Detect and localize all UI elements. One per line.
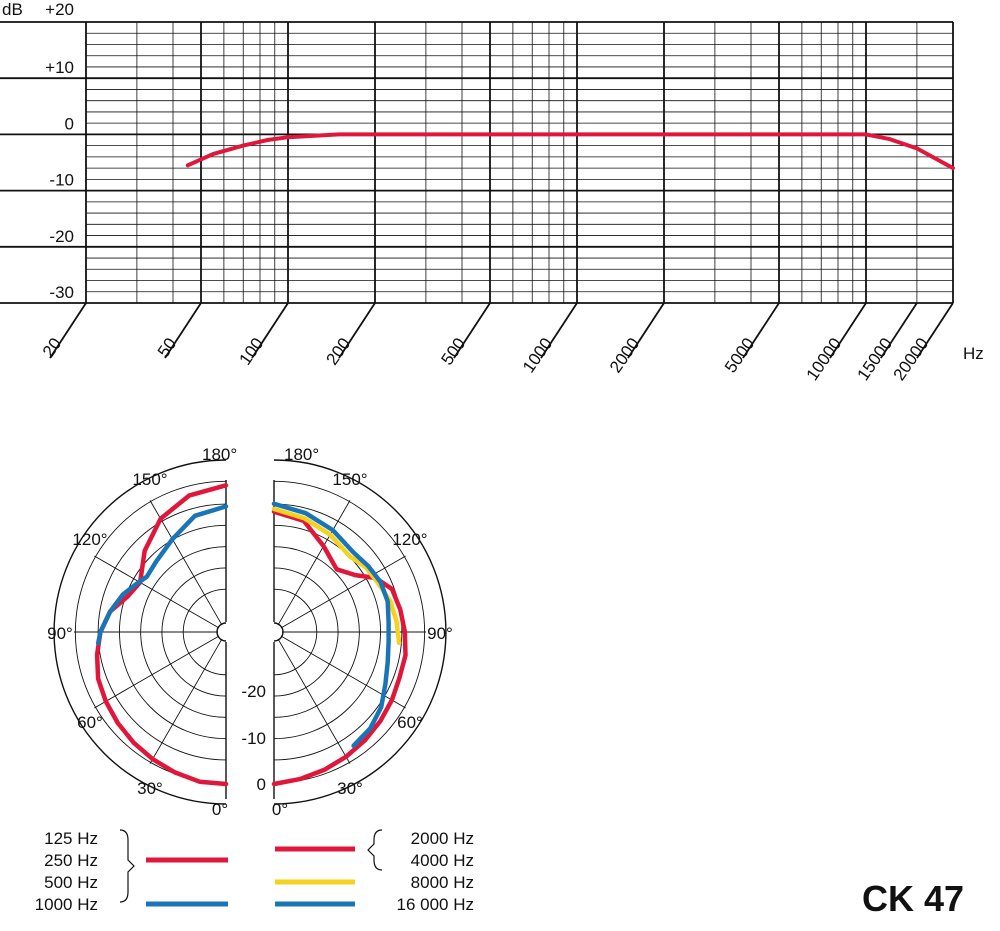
x-tick-label: 500 bbox=[437, 334, 469, 368]
polar-spoke bbox=[149, 638, 223, 764]
polar-curve bbox=[94, 483, 229, 787]
polar-ring bbox=[53, 459, 227, 805]
x-tick-mark bbox=[829, 302, 867, 359]
frequency-response-curve bbox=[185, 132, 955, 171]
x-tick-mark bbox=[880, 302, 918, 359]
y-tick-label: -30 bbox=[49, 283, 74, 302]
x-tick-label: 5000 bbox=[721, 334, 758, 376]
x-tick-mark bbox=[49, 302, 87, 359]
x-tick-label: 200 bbox=[322, 334, 354, 368]
angle-label-right: 120° bbox=[392, 530, 427, 549]
legend-label: 1000 Hz bbox=[35, 895, 98, 914]
angle-label-right: 180° bbox=[284, 445, 319, 464]
polar-spoke bbox=[277, 500, 351, 626]
x-tick-label: 10000 bbox=[803, 334, 846, 384]
x-tick-label: 15000 bbox=[853, 334, 896, 384]
angle-label-right: 90° bbox=[427, 624, 453, 643]
x-tick-label: 2000 bbox=[606, 334, 643, 376]
y-tick-label: -10 bbox=[49, 171, 74, 190]
legend-label: 500 Hz bbox=[44, 873, 98, 892]
x-tick-mark bbox=[540, 302, 578, 359]
angle-label-left: 180° bbox=[202, 445, 237, 464]
radial-label: 0 bbox=[257, 775, 266, 794]
x-tick-mark bbox=[916, 302, 954, 359]
product-model-label: CK 47 bbox=[861, 878, 964, 919]
x-tick-label: 1000 bbox=[519, 334, 556, 376]
polar-curve bbox=[95, 504, 229, 646]
legend-label: 8000 Hz bbox=[411, 873, 474, 892]
polar-spoke bbox=[94, 555, 220, 629]
angle-label-right: 60° bbox=[397, 713, 423, 732]
y-tick-label: -20 bbox=[49, 227, 74, 246]
polar-center bbox=[216, 622, 227, 642]
x-axis-label: Hz bbox=[963, 344, 984, 363]
polar-pattern-curves bbox=[94, 483, 408, 787]
legend-label: 250 Hz bbox=[44, 851, 98, 870]
x-tick-mark bbox=[453, 302, 491, 359]
x-tick-label: 20 bbox=[39, 334, 65, 360]
polar-center bbox=[273, 622, 284, 642]
polar-spoke bbox=[277, 638, 351, 764]
angle-label-right: 0° bbox=[272, 800, 288, 819]
polar-pattern-grid bbox=[53, 459, 447, 805]
angle-label-left: 90° bbox=[47, 624, 73, 643]
x-tick-mark bbox=[742, 302, 780, 359]
angle-label-left: 0° bbox=[212, 800, 228, 819]
polar-pattern-labels: 180° 150° 120° 90° 60° 30° 0° 180° 150° 120° 90° 60… bbox=[47, 445, 453, 819]
polar-curve bbox=[271, 509, 408, 787]
angle-label-left: 30° bbox=[137, 779, 163, 798]
x-tick-label: 20000 bbox=[890, 334, 933, 384]
polar-legend: 125 Hz 250 Hz 500 Hz 1000 Hz 2000 Hz 4000 Hz 8… bbox=[35, 829, 474, 914]
y-tick-label: +20 bbox=[45, 0, 74, 19]
x-tick-mark bbox=[338, 302, 376, 359]
y-tick-label: 0 bbox=[65, 114, 74, 133]
y-axis-label: dB bbox=[2, 0, 23, 19]
polar-ring bbox=[273, 459, 447, 805]
x-tick-mark bbox=[627, 302, 665, 359]
legend-brace bbox=[367, 829, 383, 871]
polar-spoke bbox=[94, 635, 220, 709]
radial-label: -10 bbox=[241, 729, 266, 748]
y-tick-label: +10 bbox=[45, 58, 74, 77]
legend-label: 125 Hz bbox=[44, 829, 98, 848]
legend-brace bbox=[119, 829, 135, 903]
response-curve bbox=[185, 132, 955, 171]
x-tick-label: 50 bbox=[154, 334, 180, 360]
polar-spoke bbox=[280, 555, 406, 629]
angle-label-left: 120° bbox=[72, 530, 107, 549]
frequency-response-labels: 20 50 100 200 500 1000 2000 5000 10000 1500020000… bbox=[2, 0, 984, 384]
x-tick-mark bbox=[251, 302, 289, 359]
x-tick-mark bbox=[164, 302, 202, 359]
angle-label-right: 150° bbox=[332, 470, 367, 489]
angle-label-left: 150° bbox=[132, 470, 167, 489]
angle-label-right: 30° bbox=[337, 779, 363, 798]
polar-curve bbox=[271, 506, 402, 646]
legend-label: 2000 Hz bbox=[411, 829, 474, 848]
polar-spoke bbox=[149, 500, 223, 626]
frequency-response-grid bbox=[0, 21, 954, 359]
legend-label: 16 000 Hz bbox=[397, 895, 475, 914]
polar-curve bbox=[271, 501, 391, 748]
legend-label: 4000 Hz bbox=[411, 851, 474, 870]
angle-label-left: 60° bbox=[77, 713, 103, 732]
x-tick-label: 100 bbox=[235, 334, 267, 368]
radial-label: -20 bbox=[241, 682, 266, 701]
